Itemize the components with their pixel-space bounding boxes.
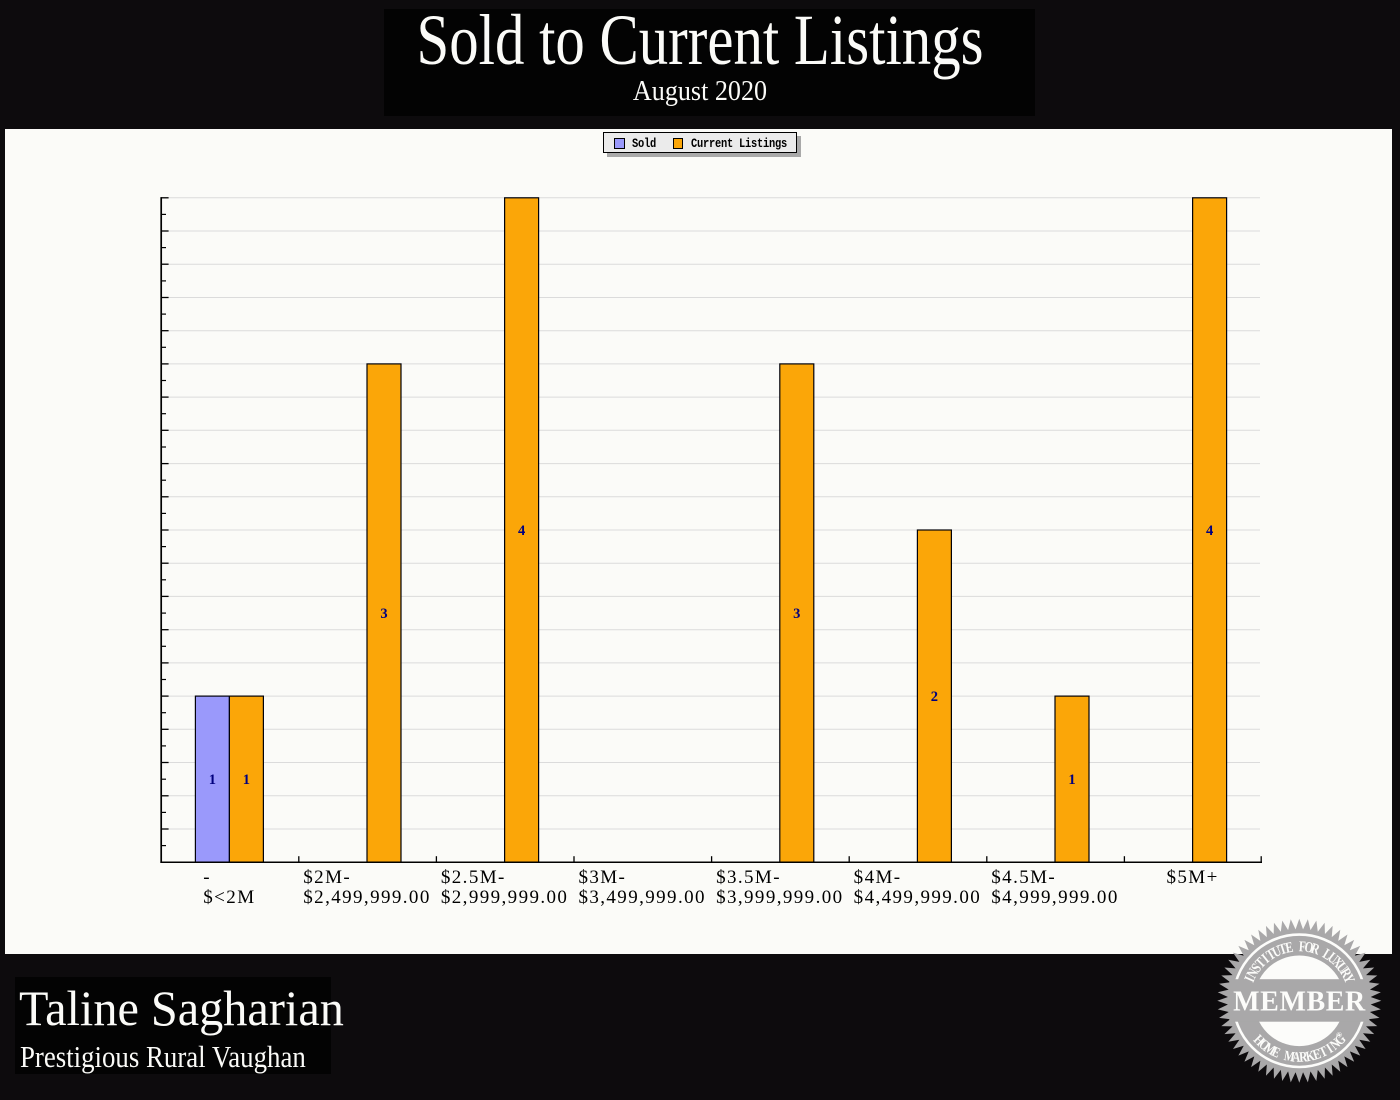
svg-text:M: M xyxy=(1283,1047,1296,1065)
svg-text:E: E xyxy=(1284,938,1295,956)
svg-text:4: 4 xyxy=(1206,523,1213,539)
svg-text:F: F xyxy=(1298,938,1306,955)
svg-text:1: 1 xyxy=(1068,772,1075,788)
svg-text:A: A xyxy=(1292,1048,1302,1065)
svg-text:MEMBER: MEMBER xyxy=(1233,986,1366,1017)
svg-text:3: 3 xyxy=(793,606,800,622)
svg-text:1: 1 xyxy=(243,772,250,788)
svg-text:2: 2 xyxy=(931,689,938,705)
svg-text:O: O xyxy=(1303,938,1315,956)
svg-text:R: R xyxy=(1299,1048,1309,1065)
svg-text:3: 3 xyxy=(380,606,387,622)
svg-text:®: ® xyxy=(1334,1030,1345,1040)
svg-text:I: I xyxy=(1241,974,1258,985)
svg-text:K: K xyxy=(1304,1047,1317,1065)
svg-text:1: 1 xyxy=(209,772,216,788)
svg-text:4: 4 xyxy=(518,523,525,539)
